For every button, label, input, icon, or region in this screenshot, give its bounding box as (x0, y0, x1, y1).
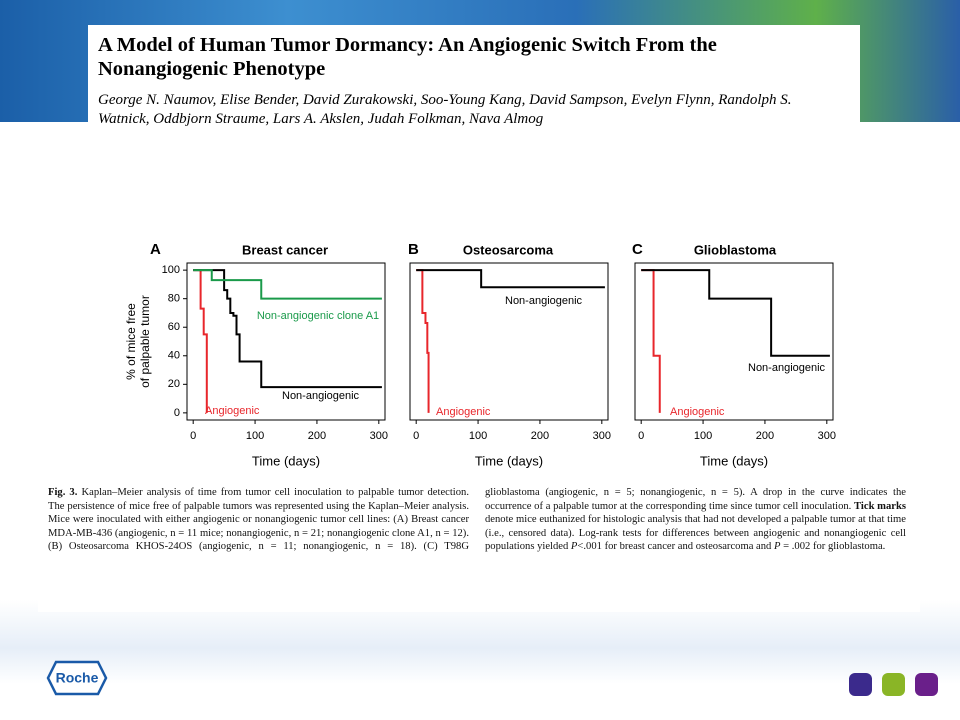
x-tick-label: 100 (694, 430, 712, 442)
caption-text: denote mice euthanized for histologic an… (485, 514, 906, 553)
x-tick-label: 300 (818, 430, 836, 442)
series-label: Angiogenic (205, 405, 260, 417)
paper-title: A Model of Human Tumor Dormancy: An Angi… (98, 34, 717, 80)
y-tick-label: 80 (168, 293, 180, 305)
x-tick-label: 100 (246, 430, 264, 442)
x-tick-label: 100 (469, 430, 487, 442)
x-tick-label: 200 (308, 430, 326, 442)
series-label: Angiogenic (436, 406, 491, 418)
x-tick-label: 0 (413, 430, 419, 442)
km-curve (416, 269, 605, 289)
series-label: Non-angiogenic (748, 362, 826, 374)
x-tick-label: 200 (531, 430, 549, 442)
figure-panel (38, 188, 920, 612)
background (0, 600, 960, 720)
caption: Fig. 3. Kaplan–Meier analysis of time fr… (48, 486, 906, 596)
series-label: Non-angiogenic clone A1 (257, 310, 379, 322)
caption-text: Kaplan–Meier analysis of time from tumor… (48, 487, 906, 553)
series-label: Angiogenic (670, 406, 725, 418)
chart-title: Glioblastoma (694, 242, 777, 257)
x-axis-label: Time (days) (475, 453, 543, 468)
y-axis-label: of palpable tumor (138, 295, 152, 388)
x-tick-label: 300 (593, 430, 611, 442)
paper-header: A Model of Human Tumor Dormancy: An Angi… (88, 25, 860, 166)
x-tick-label: 0 (190, 430, 196, 442)
caption-bold: Tick marks (854, 500, 907, 512)
plot-frame (409, 262, 609, 421)
km-curve (193, 269, 208, 413)
y-tick-label: 20 (168, 378, 180, 390)
km-curve (641, 269, 830, 357)
caption-text: = .002 for glioblastoma. (780, 541, 886, 553)
panel-label: A (150, 241, 161, 258)
km-curve (193, 269, 382, 300)
y-axis-label: % of mice free (124, 303, 138, 380)
panel-label: B (408, 241, 419, 258)
x-axis-label: Time (days) (252, 453, 320, 468)
y-tick-label: 40 (168, 350, 180, 362)
decor-square (849, 673, 872, 696)
decor-square (915, 673, 938, 696)
km-curve (193, 269, 382, 389)
series-label: Non-angiogenic (505, 295, 583, 307)
logo: Roche (46, 660, 108, 696)
caption-italic: P (570, 541, 578, 553)
x-tick-label: 300 (370, 430, 388, 442)
x-tick-label: 200 (756, 430, 774, 442)
chart-title: Osteosarcoma (463, 242, 554, 257)
x-axis-label: Time (days) (700, 453, 768, 468)
y-tick-label: 60 (168, 321, 180, 333)
authors: George N. Naumov, Elise Bender, David Zu… (98, 92, 792, 127)
plot-frame (186, 262, 386, 421)
chart-title: Breast cancer (242, 242, 328, 257)
y-tick-label: 0 (174, 407, 180, 419)
logo-text: Roche (56, 670, 99, 686)
series-label: Non-angiogenic (282, 390, 360, 402)
km-curve (416, 269, 430, 413)
y-tick-label: 100 (162, 264, 180, 276)
caption-italic: P (774, 541, 781, 553)
panel-label: C (632, 241, 643, 258)
plot-frame (634, 262, 834, 421)
decor-square (882, 673, 905, 696)
caption-text: <.001 for breast cancer and osteosarcoma… (577, 541, 774, 553)
caption-label: Fig. 3. (48, 487, 78, 498)
x-tick-label: 0 (638, 430, 644, 442)
km-curve (641, 269, 661, 413)
